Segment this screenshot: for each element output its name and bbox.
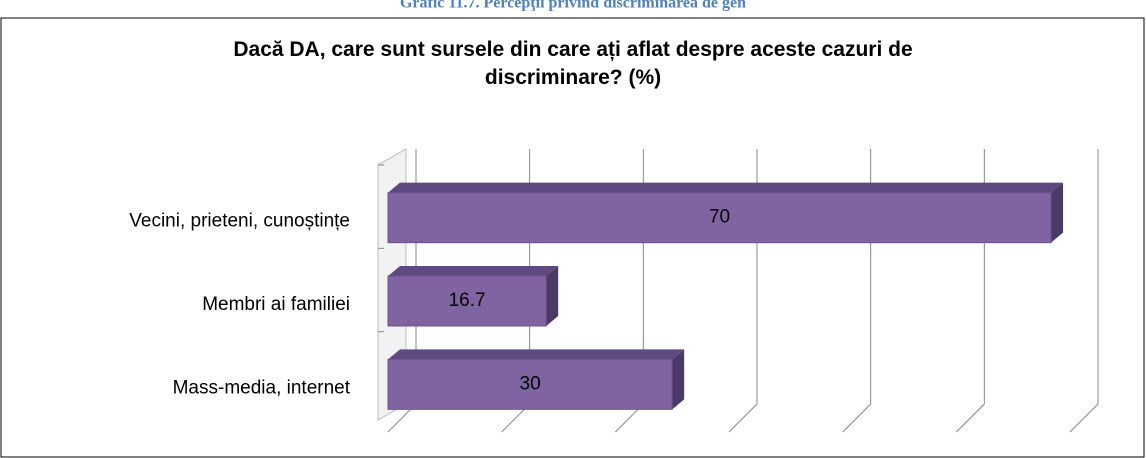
bar [387,192,1052,244]
bar-top [388,266,559,276]
y-tick-label: Vecini, prieteni, cunoștințe [129,211,350,232]
bar-side [1051,182,1064,243]
data-label: 16.7 [449,290,486,311]
bar [387,358,673,410]
y-tick-label: Membri ai familiei [202,294,350,315]
bar-side [672,349,685,410]
y-tick-label: Mass-media, internet [173,377,351,398]
chart-title: Dacă DA, care sunt sursele din care ați … [233,38,912,89]
caption: Grafic 11.7. Percepţii privind discrimin… [400,0,746,12]
bar-top [388,349,685,360]
bar [387,275,547,327]
data-label: 30 [520,373,541,394]
grid-line [1069,149,1099,433]
bar-top [388,182,1064,193]
bar-side [546,266,559,326]
data-label: 70 [709,207,730,228]
